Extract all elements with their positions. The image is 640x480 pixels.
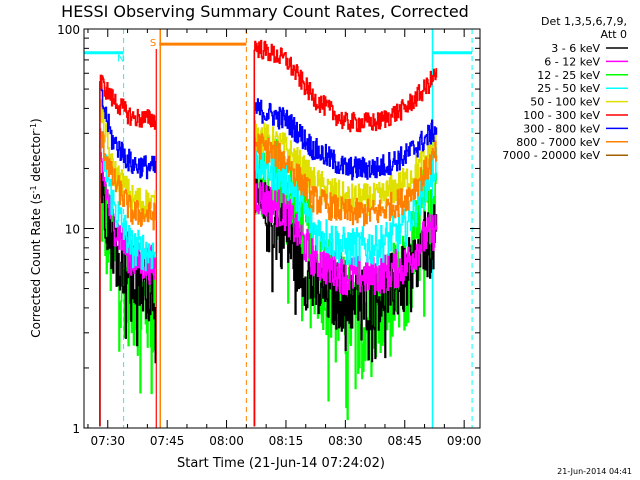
series-line bbox=[253, 39, 438, 427]
y-axis-label-main: Corrected Count Rate (s bbox=[29, 193, 43, 337]
series-line bbox=[253, 98, 438, 427]
legend-entry-label: 300 - 800 keV bbox=[523, 122, 600, 135]
series-line bbox=[99, 81, 157, 427]
series-line bbox=[99, 128, 157, 427]
series-line bbox=[99, 162, 157, 427]
x-tick-label: 08:15 bbox=[269, 434, 304, 448]
saa-flag-label: S bbox=[150, 38, 156, 49]
legend-entry-label: 3 - 6 keV bbox=[551, 42, 600, 55]
y-tick-label: 1 bbox=[72, 422, 80, 436]
series-line bbox=[253, 182, 438, 427]
y-axis-label-mid: detector bbox=[29, 131, 43, 186]
footer-timestamp: 21-Jun-2014 04:41 bbox=[557, 467, 632, 476]
legend-entry-label: 12 - 25 keV bbox=[537, 69, 600, 82]
x-tick-label: 08:45 bbox=[387, 434, 422, 448]
legend-entry-label: 100 - 300 keV bbox=[523, 109, 600, 122]
legend-entry-label: 6 - 12 keV bbox=[544, 55, 600, 68]
series-layer bbox=[99, 39, 438, 427]
y-axis-label-sup2: -1 bbox=[29, 123, 38, 131]
x-tick-label: 08:30 bbox=[328, 434, 363, 448]
series-line bbox=[99, 131, 157, 427]
legend-header-detectors: Det 1,3,5,6,7,9, bbox=[541, 15, 627, 28]
y-axis-label-end: ) bbox=[29, 118, 43, 123]
x-tick-label: 08:00 bbox=[209, 434, 244, 448]
x-tick-label: 09:00 bbox=[447, 434, 482, 448]
series-line bbox=[253, 133, 438, 427]
series-line bbox=[99, 74, 157, 427]
x-axis-label: Start Time (21-Jun-14 07:24:02) bbox=[177, 456, 385, 471]
y-axis-label-sup1: -1 bbox=[29, 185, 38, 193]
legend-header-attenuator: Att 0 bbox=[601, 28, 627, 41]
legend-entry-label: 800 - 7000 keV bbox=[516, 136, 600, 149]
chart-title: HESSI Observing Summary Count Rates, Cor… bbox=[61, 2, 469, 21]
y-tick-label: 10 bbox=[65, 223, 80, 237]
y-axis-label: Corrected Count Rate (s-1 detector-1) bbox=[29, 118, 44, 337]
x-tick-label: 07:45 bbox=[150, 434, 185, 448]
y-axis: 1 10 100 bbox=[57, 23, 480, 436]
x-axis: 07:30 07:45 08:00 08:15 08:30 08:45 09:00 bbox=[87, 29, 482, 448]
legend-entry-label: 25 - 50 keV bbox=[537, 82, 600, 95]
legend-entry-label: 50 - 100 keV bbox=[530, 96, 600, 109]
night-flag-label: N bbox=[117, 53, 124, 64]
x-tick-label: 07:30 bbox=[90, 434, 125, 448]
y-tick-label: 100 bbox=[57, 23, 80, 37]
legend-entry-label: 7000 - 20000 keV bbox=[502, 149, 600, 162]
